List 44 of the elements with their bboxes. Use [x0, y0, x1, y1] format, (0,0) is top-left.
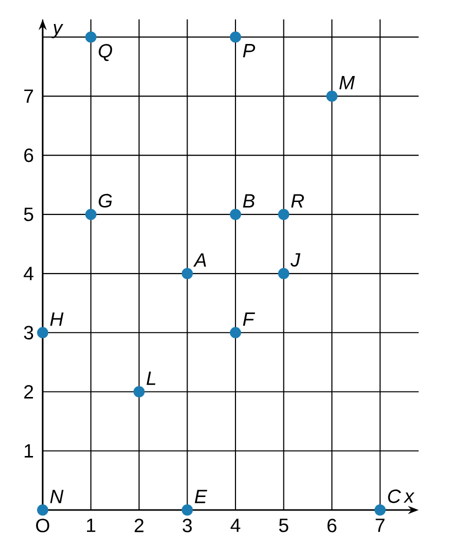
point — [230, 208, 242, 220]
annotation: F — [243, 312, 256, 326]
annotation: C — [388, 489, 401, 504]
annotation: M — [339, 76, 355, 90]
point — [326, 90, 338, 102]
point — [182, 504, 193, 516]
point — [85, 31, 96, 43]
annotation: G — [98, 194, 112, 208]
x-tick-label: 4 — [230, 518, 240, 532]
x-tick-label: 3 — [182, 518, 192, 532]
y-tick-label: 5 — [24, 208, 34, 222]
x-tick-label: 1 — [86, 518, 96, 532]
point — [37, 327, 48, 338]
y-tick-label: 3 — [24, 326, 34, 340]
x-tick-label: 6 — [328, 518, 336, 532]
annotation: N — [50, 490, 64, 504]
point — [182, 268, 193, 280]
point — [133, 386, 145, 398]
point — [230, 31, 242, 43]
x-tick-label: 7 — [376, 518, 384, 532]
annotation: L — [146, 372, 156, 385]
point — [85, 208, 96, 220]
annotation: J — [290, 253, 300, 267]
annotation: H — [50, 312, 64, 326]
point — [374, 504, 386, 516]
annotation: Q — [98, 44, 112, 62]
annotation: A — [193, 253, 206, 267]
annotation: E — [194, 490, 208, 504]
x-tick-label: 5 — [279, 518, 288, 532]
y-tick-label: 1 — [24, 444, 34, 458]
annotation: B — [243, 194, 255, 208]
y-tick-label: 7 — [24, 90, 33, 103]
y-tick-label: 6 — [24, 148, 34, 162]
point — [278, 268, 290, 280]
annotation: P — [243, 44, 256, 58]
point — [37, 504, 48, 516]
y-tick-label: 2 — [24, 385, 33, 398]
x-axis-title: x — [404, 492, 415, 503]
y-tick-label: 4 — [24, 266, 34, 280]
point — [230, 327, 242, 338]
x-tick-label: O — [36, 518, 50, 532]
point — [278, 208, 290, 220]
annotation: R — [291, 194, 304, 208]
x-tick-label: 2 — [134, 518, 144, 532]
